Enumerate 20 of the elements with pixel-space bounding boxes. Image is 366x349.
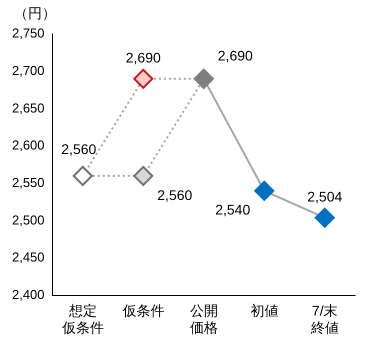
x-tick-label: 仮条件 <box>121 302 164 319</box>
data-label: 2,540 <box>215 202 250 218</box>
x-tick-label: 公開価格 <box>190 302 218 336</box>
y-tick-label: 2,700 <box>12 62 45 78</box>
y-tick-label: 2,750 <box>12 26 45 41</box>
y-tick-label: 2,450 <box>12 250 45 265</box>
y-tick-label: 2,650 <box>12 100 45 116</box>
data-label: 2,690 <box>218 48 254 64</box>
x-tick-label: 初値 <box>250 302 278 319</box>
y-tick-label: 2,550 <box>12 174 45 190</box>
data-label: 2,560 <box>157 186 193 203</box>
y-tick-label: 2,600 <box>12 138 45 153</box>
data-label: 2,504 <box>307 188 342 205</box>
x-tick-label: 想定仮条件 <box>60 302 104 336</box>
y-tick-label: 2,500 <box>12 212 45 228</box>
data-label: 2,690 <box>126 50 161 66</box>
y-axis-title: （円） <box>14 4 56 21</box>
y-tick-label: 2,400 <box>12 286 45 302</box>
data-label: 2,560 <box>61 140 97 157</box>
x-tick-label: 7/末終値 <box>310 302 339 336</box>
